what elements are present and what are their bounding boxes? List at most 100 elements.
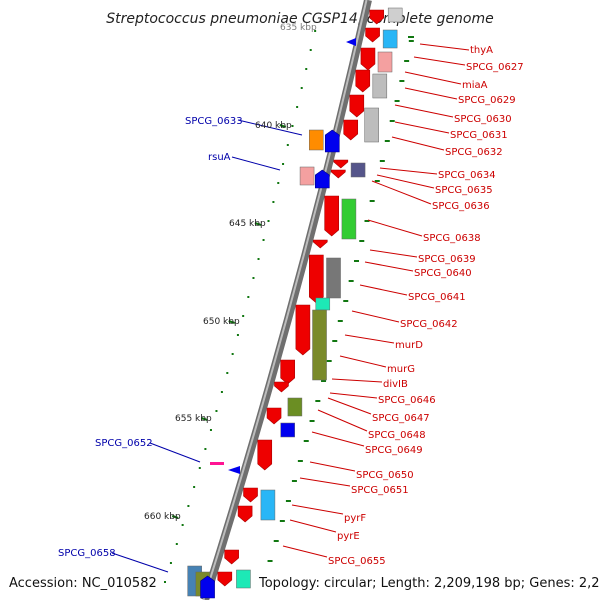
gene-label-SPCG_0639[interactable]: SPCG_0639 [418, 254, 476, 265]
scale-dot [286, 144, 289, 146]
gene-label-pyrF[interactable]: pyrF [344, 513, 366, 524]
scale-tick-inner [348, 280, 354, 282]
scale-tick [171, 515, 179, 519]
scale-tick-inner [408, 36, 414, 38]
scale-tick-inner [273, 540, 279, 542]
reverse-gene-arrow [228, 466, 240, 474]
gene-label-SPCG_0641[interactable]: SPCG_0641 [408, 292, 466, 303]
scale-tick-inner [394, 100, 400, 102]
scale-dot [242, 315, 245, 317]
forward-gene-arrow [274, 381, 289, 393]
scale-dot [277, 182, 280, 184]
forward-gene-box [315, 297, 331, 311]
forward-gene-box [287, 397, 303, 417]
scale-tick-inner [343, 300, 349, 302]
scale-arc [163, 30, 414, 583]
scale-dot [187, 505, 190, 507]
gene-label-SPCG_0642[interactable]: SPCG_0642 [400, 319, 458, 330]
forward-gene-arrow [257, 439, 273, 471]
gene-label-SPCG_0652[interactable]: SPCG_0652 [95, 438, 153, 449]
scale-tick-inner [369, 200, 375, 202]
gene-label-miaA[interactable]: miaA [462, 80, 488, 91]
scale-label: 650 kbp [203, 317, 240, 327]
gene-label-SPCG_0634[interactable]: SPCG_0634 [438, 170, 496, 181]
gene-label-pyrE[interactable]: pyrE [337, 531, 360, 542]
scale-dot [305, 68, 308, 70]
scale-label: 645 kbp [229, 219, 266, 229]
gene-label-thyA[interactable]: thyA [470, 45, 493, 56]
forward-gene-arrow [355, 69, 371, 93]
gene-label-rsuA[interactable]: rsuA [208, 152, 231, 163]
gene-label-SPCG_0655[interactable]: SPCG_0655 [328, 556, 386, 567]
scale-tick-inner [332, 340, 338, 342]
scale-dot [296, 106, 299, 108]
gene-label-SPCG_0640[interactable]: SPCG_0640 [414, 268, 472, 279]
gene-label-SPCG_0633[interactable]: SPCG_0633 [185, 116, 243, 127]
scale-dot [272, 201, 275, 203]
scale-dot [169, 562, 172, 564]
scale-tick-inner [297, 460, 303, 462]
forward-gene-box [341, 198, 357, 240]
scale-dot [291, 125, 294, 127]
gene-label-SPCG_0638[interactable]: SPCG_0638 [423, 233, 481, 244]
scale-tick-inner [408, 40, 414, 42]
scale-tick-inner [399, 80, 405, 82]
scale-tick-inner [279, 520, 285, 522]
genome-backbone-highlight [202, 0, 368, 600]
gene-label-SPCG_0658[interactable]: SPCG_0658 [58, 548, 116, 559]
scale-tick [254, 222, 262, 226]
forward-gene-arrow [243, 487, 258, 503]
forward-gene-box [350, 162, 366, 178]
genome-backbone [201, 0, 372, 600]
scale-tick-inner [326, 360, 332, 362]
gene-label-SPCG_0651[interactable]: SPCG_0651 [351, 485, 409, 496]
genome-summary-text: Topology: circular; Length: 2,209,198 bp… [258, 576, 600, 591]
gene-label-divIB[interactable]: divIB [383, 379, 408, 390]
scale-tick-inner [359, 240, 365, 242]
gene-label-SPCG_0636[interactable]: SPCG_0636 [432, 201, 490, 212]
reverse-gene-arrow [324, 129, 340, 153]
scale-dot [309, 49, 312, 51]
gene-label-SPCG_0648[interactable]: SPCG_0648 [368, 430, 426, 441]
scale-dot [252, 277, 255, 279]
gene-label-SPCG_0647[interactable]: SPCG_0647 [372, 413, 430, 424]
forward-gene-box [372, 73, 388, 99]
gene-label-SPCG_0630[interactable]: SPCG_0630 [454, 114, 512, 125]
gene-label-SPCG_0631[interactable]: SPCG_0631 [450, 130, 508, 141]
scale-dot [257, 258, 260, 260]
gene-label-SPCG_0629[interactable]: SPCG_0629 [458, 95, 516, 106]
forward-gene-arrow [280, 359, 295, 385]
scale-tick-inner [404, 60, 410, 62]
scale-tick-inner [384, 140, 390, 142]
gene-label-SPCG_0649[interactable]: SPCG_0649 [365, 445, 423, 456]
gene-label-murD[interactable]: murD [395, 340, 423, 351]
scale-dot [175, 543, 178, 545]
scale-dot [163, 581, 166, 583]
forward-gene-arrow [324, 195, 339, 237]
scale-labels: 635 kbp 640 kbp 645 kbp 650 kbp 655 kbp … [144, 23, 317, 522]
gene-label-SPCG_0646[interactable]: SPCG_0646 [378, 395, 436, 406]
gene-label-SPCG_0635[interactable]: SPCG_0635 [435, 185, 493, 196]
scale-tick-inner [315, 400, 321, 402]
gene-label-SPCG_0632[interactable]: SPCG_0632 [445, 147, 503, 158]
forward-gene-box [326, 257, 341, 299]
scale-dot [226, 372, 229, 374]
scale-dot [314, 30, 317, 32]
reverse-gene-box [299, 166, 315, 186]
gene-label-SPCG_0650[interactable]: SPCG_0650 [356, 470, 414, 481]
forward-gene-box [236, 569, 251, 589]
scale-tick [279, 124, 287, 128]
forward-gene-arrow [349, 94, 365, 118]
scale-label: 655 kbp [175, 414, 212, 424]
scale-dot [247, 296, 250, 298]
gene-label-SPCG_0627[interactable]: SPCG_0627 [466, 62, 524, 73]
scale-dot [300, 87, 303, 89]
scale-dot [193, 486, 196, 488]
scale-label: 640 kbp [255, 121, 292, 131]
gene-label-murG[interactable]: murG [387, 364, 415, 375]
scale-tick [200, 417, 208, 421]
scale-tick [228, 320, 236, 324]
scale-dot [262, 239, 265, 241]
scale-tick-inner [303, 440, 309, 442]
forward-gene-box [280, 422, 295, 438]
